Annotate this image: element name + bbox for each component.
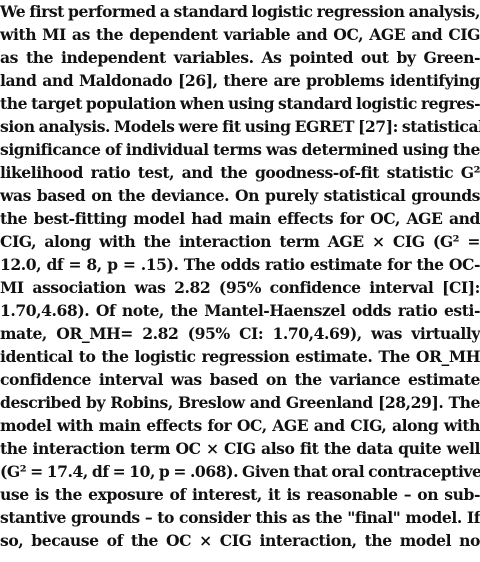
text-line: with MI as the dependent variable and OC… xyxy=(0,25,480,44)
text-line: mate, OR_MH= 2.82 (95% CI: 1.70,4.69), w… xyxy=(0,324,480,343)
text-line: MI association was 2.82 (95% confidence … xyxy=(0,278,480,297)
text-line: the best-fitting model had main effects … xyxy=(0,209,480,228)
text-line: sion analysis. Models were fit using EGR… xyxy=(0,117,480,136)
text-line: land and Maldonado [26], there are probl… xyxy=(0,71,480,90)
text-line: confidence interval was based on the var… xyxy=(0,370,480,389)
text-line: the interaction term OC × CIG also fit t… xyxy=(0,439,480,458)
text-line: the target population when using standar… xyxy=(0,94,480,113)
text-line: so, because of the OC × CIG interaction,… xyxy=(0,531,480,550)
text-line: 1.70,4.68). Of note, the Mantel-Haenszel… xyxy=(0,301,480,320)
text-line: described by Robins, Breslow and Greenla… xyxy=(0,393,480,412)
text-line: (G² = 17.4, df = 10, p = .068). Given th… xyxy=(0,462,480,481)
text-line: identical to the logistic regression est… xyxy=(0,347,480,366)
text-line: was based on the deviance. On purely sta… xyxy=(0,186,480,205)
text-line: CIG, along with the interaction term AGE… xyxy=(0,232,480,251)
text-line: stantive grounds – to consider this as t… xyxy=(0,508,480,527)
text-line: use is the exposure of interest, it is r… xyxy=(0,485,480,504)
text-line: We first performed a standard logistic r… xyxy=(0,2,480,21)
text-line: likelihood ratio test, and the goodness-… xyxy=(0,163,480,182)
text-line: significance of individual terms was det… xyxy=(0,140,480,159)
text-line: 12.0, df = 8, p = .15). The odds ratio e… xyxy=(0,255,480,274)
text-line: model with main effects for OC, AGE and … xyxy=(0,416,480,435)
text-line: as the independent variables. As pointed… xyxy=(0,48,480,67)
